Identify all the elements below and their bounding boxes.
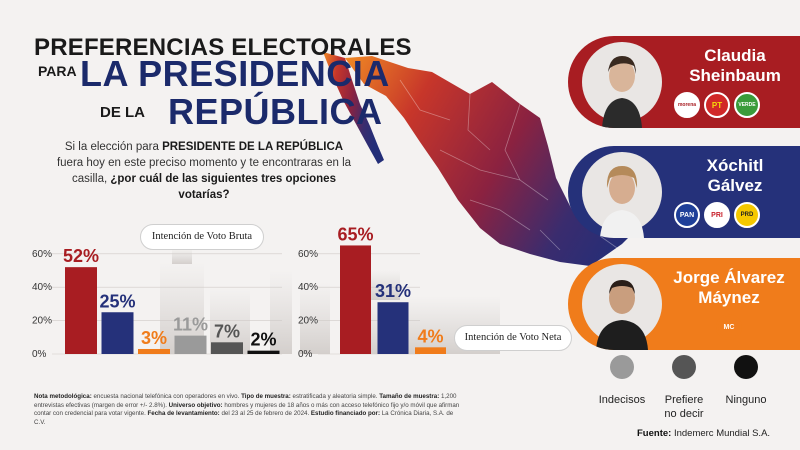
source-label: Fuente:: [637, 428, 672, 439]
note-value: La Crónica Diaria, S.A. de C.V.: [34, 410, 454, 426]
candidate-card-sheinbaum: Claudia Sheinbaum morena PT VERDE: [568, 36, 800, 128]
candidate-name: Claudia Sheinbaum: [676, 46, 794, 86]
map-baja: [323, 52, 384, 164]
y-tick-label: 60%: [298, 249, 318, 260]
legend-ninguno: Ninguno: [711, 355, 781, 407]
title-line4: DE LA: [100, 104, 145, 121]
note-key: Tamaño de muestra:: [379, 393, 440, 400]
y-tick-label: 0%: [298, 349, 313, 360]
bar: [138, 348, 170, 354]
candidate-last-name: Máynez: [698, 288, 760, 307]
note-key: Nota metodológica:: [34, 393, 92, 400]
bar-value-label: 25%: [99, 291, 135, 311]
question-bold-1: PRESIDENTE DE LA REPÚBLICA: [162, 141, 344, 153]
bar: [65, 267, 97, 354]
candidate-card-galvez: Xóchitl Gálvez PAN PRI PRD: [568, 146, 800, 238]
legend-swatch: [672, 355, 696, 379]
note-key: Estudio financiado por:: [310, 410, 380, 418]
methodology-note: Nota metodológica: encuesta nacional tel…: [34, 393, 464, 427]
candidate-name: Xóchitl Gálvez: [676, 156, 794, 196]
bar: [377, 302, 409, 354]
source-credit: Fuente: Indemerc Mundial S.A.: [637, 428, 770, 439]
note-value: 1,200 entrevistas efectivas (margen de e…: [34, 393, 457, 409]
party-logos: MC: [716, 314, 742, 340]
bar: [340, 245, 371, 354]
candidate-first-name: Claudia: [704, 46, 766, 65]
bar: [211, 342, 243, 354]
prd-logo: PRD: [734, 202, 760, 228]
y-tick-label: 40%: [32, 282, 52, 293]
chart-title-bruta: Intención de Voto Bruta: [140, 224, 264, 250]
bar-value-label: 7%: [214, 321, 240, 341]
bar-value-label: 52%: [63, 246, 99, 266]
question-bold-2: ¿por cuál de las siguientes tres opcione…: [110, 173, 336, 201]
pan-logo: PAN: [674, 202, 700, 228]
legend-label: Indecisos: [598, 394, 646, 406]
bar-value-label: 65%: [337, 224, 373, 244]
bar: [101, 312, 134, 354]
bar-value-label: 4%: [417, 326, 443, 346]
title-line3: LA PRESIDENCIA: [80, 53, 390, 94]
candidate-photo: [582, 42, 662, 128]
survey-question: Si la elección para PRESIDENTE DE LA REP…: [54, 139, 354, 203]
legend-swatch: [734, 355, 758, 379]
bar-value-label: 2%: [250, 330, 276, 350]
legend-label: Prefiere no decir: [664, 394, 704, 420]
morena-logo: morena: [674, 92, 700, 118]
candidate-photo: [582, 264, 662, 350]
note-value: estratificada y aleatoria simple.: [290, 393, 380, 400]
legend-indecisos: Indecisos: [587, 355, 657, 407]
bar-value-label: 11%: [173, 315, 208, 335]
y-tick-label: 40%: [298, 282, 318, 293]
candidate-first-name: Xóchitl: [706, 156, 764, 175]
candidate-last-name: Sheinbaum: [689, 66, 781, 85]
verde-logo: VERDE: [734, 92, 760, 118]
y-tick-label: 60%: [32, 249, 52, 260]
title-line5: REPÚBLICA: [168, 91, 383, 132]
question-text-1: Si la elección para: [64, 141, 163, 153]
note-key: Universo objetivo:: [168, 401, 223, 409]
candidate-photo: [582, 152, 662, 238]
pt-logo: PT: [704, 92, 730, 118]
mc-logo: MC: [716, 314, 742, 340]
title-line2: PARA: [38, 63, 77, 79]
y-tick-label: 20%: [298, 316, 318, 327]
party-logos: PAN PRI PRD: [674, 202, 760, 228]
candidate-card-maynez: Jorge Álvarez Máynez MC: [568, 258, 800, 350]
legend-label: Ninguno: [725, 394, 767, 406]
note-value: del 23 al 25 de febrero de 2024.: [219, 410, 311, 418]
question-text-2: fuera hoy en este preciso momento y te e…: [56, 157, 352, 185]
bar: [415, 347, 446, 354]
bar-value-label: 3%: [141, 328, 167, 348]
note-value: hombres y mujeres de 18 años o más con a…: [34, 401, 460, 418]
legend-prefiere: Prefiere no decir: [649, 355, 719, 421]
pri-logo: PRI: [704, 202, 730, 228]
note-key: Tipo de muestra:: [241, 393, 291, 400]
map-mainland: [345, 56, 698, 266]
candidate-last-name: Gálvez: [707, 176, 763, 195]
candidate-first-name: Jorge Álvarez: [673, 268, 785, 287]
note-key: Fecha de levantamiento:: [147, 410, 220, 418]
bar-value-label: 31%: [375, 281, 411, 301]
bar: [174, 335, 207, 354]
source-value: Indemerc Mundial S.A.: [671, 428, 771, 439]
party-logos: morena PT VERDE: [674, 92, 760, 118]
y-tick-label: 0%: [32, 349, 47, 360]
title-line1: PREFERENCIAS ELECTORALES: [34, 34, 412, 61]
bar: [247, 350, 280, 354]
legend-swatch: [610, 355, 634, 379]
candidate-name: Jorge Álvarez Máynez: [664, 268, 794, 308]
y-tick-label: 20%: [32, 316, 52, 327]
chart-title-neta: Intención de Voto Neta: [454, 325, 572, 351]
note-value: encuesta nacional telefónica con operado…: [91, 393, 242, 400]
